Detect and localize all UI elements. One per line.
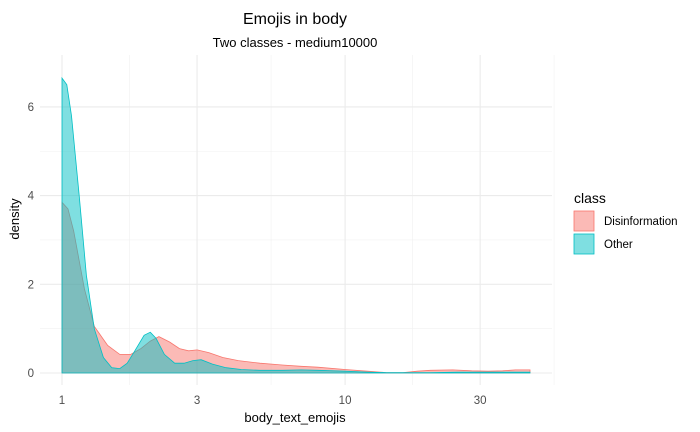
legend-items: Disinformation Other — [573, 210, 678, 255]
legend-key-disinformation — [573, 210, 595, 232]
y-axis-tick-labels: 0 2 4 6 — [28, 102, 35, 380]
x-tick-label: 30 — [474, 395, 487, 407]
y-tick-label: 0 — [28, 368, 34, 380]
y-tick-label: 6 — [28, 102, 34, 114]
y-axis-label: density — [7, 198, 22, 240]
x-tick-label: 10 — [339, 395, 352, 407]
chart-subtitle: Two classes - medium10000 — [213, 35, 378, 50]
density-area-disinformation — [61, 201, 531, 374]
density-areas — [61, 76, 531, 374]
legend: class Disinformation Other — [573, 190, 678, 255]
legend-label: Other — [604, 239, 633, 251]
grid-lines — [40, 55, 555, 385]
x-tick-label: 1 — [59, 395, 65, 407]
x-tick-label: 3 — [194, 395, 200, 407]
legend-key-other — [573, 233, 595, 255]
chart-title: Emojis in body — [243, 11, 347, 28]
y-tick-label: 4 — [28, 191, 35, 203]
x-axis-tick-labels: 1 3 10 30 — [59, 395, 487, 407]
x-axis-label: body_text_emojis — [244, 410, 346, 425]
legend-label: Disinformation — [604, 216, 678, 228]
legend-title: class — [574, 190, 606, 206]
density-area-other — [61, 76, 531, 374]
y-tick-label: 2 — [28, 279, 34, 291]
